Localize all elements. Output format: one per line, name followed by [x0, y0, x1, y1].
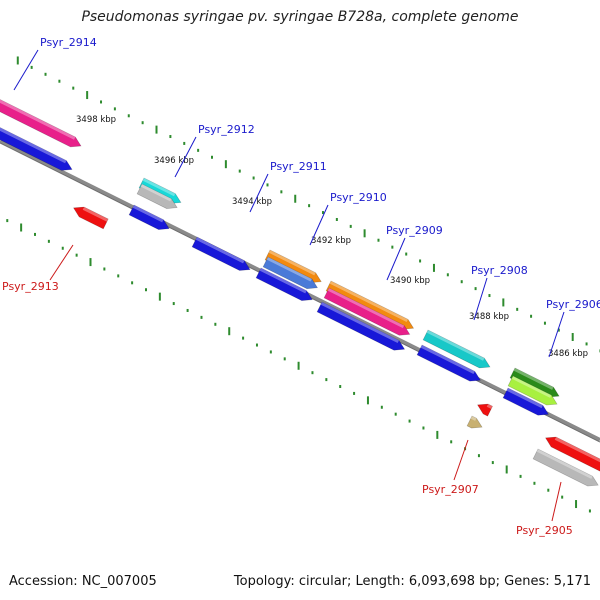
gene-feature [316, 301, 406, 351]
gene-feature [502, 387, 550, 416]
gene-feature [422, 329, 491, 369]
leader-line [551, 481, 562, 522]
gene-feature [532, 448, 599, 487]
gene-feature [545, 436, 600, 475]
gene-feature [466, 415, 483, 429]
gene-feature [136, 183, 178, 209]
kbp-label: 3496 kbp [154, 156, 194, 166]
accession-text: Accession: NC_007005 [9, 574, 157, 589]
gene-label: Psyr_2908 [471, 264, 528, 277]
leader-line [249, 173, 269, 213]
gene-feature [416, 344, 481, 382]
leader-line [473, 277, 488, 321]
kbp-label: 3490 kbp [390, 276, 430, 286]
gene-features [0, 91, 600, 487]
gene-feature [323, 287, 411, 336]
gene-label: Psyr_2913 [2, 280, 59, 293]
gene-feature [477, 403, 493, 417]
gene-feature [191, 236, 251, 271]
kbp-label: 3498 kbp [76, 115, 116, 125]
gene-feature [264, 249, 322, 283]
gene-feature [138, 177, 182, 204]
gene-label: Psyr_2907 [422, 483, 479, 496]
gene-label: Psyr_2912 [198, 123, 255, 136]
kbp-label: 3488 kbp [469, 312, 509, 322]
map-title: Pseudomonas syringae pv. syringae B728a,… [81, 9, 519, 25]
leader-line [13, 49, 39, 91]
gene-feature [509, 367, 560, 398]
leader-line [49, 244, 74, 281]
gene-label: Psyr_2914 [40, 36, 97, 49]
gene-feature [255, 267, 313, 301]
gene-feature [73, 206, 109, 230]
kbp-label: 3494 kbp [232, 197, 272, 207]
kbp-label: 3486 kbp [548, 349, 588, 359]
leader-line [309, 204, 329, 246]
gene-label: Psyr_2906 [546, 298, 600, 311]
kbp-label: 3492 kbp [311, 236, 351, 246]
leader-line [453, 439, 469, 481]
gene-feature [507, 375, 558, 406]
leader-line [386, 237, 406, 281]
gene-feature [128, 204, 170, 230]
gene-feature [262, 256, 318, 290]
gene-label: Psyr_2905 [516, 524, 573, 537]
leader-line [174, 136, 197, 178]
gene-label: Psyr_2909 [386, 224, 443, 237]
labels-layer: 3498 kbp 3496 kbp 3494 kbp 3492 kbp 3490 kbp… [2, 36, 600, 537]
tick-marks [6, 56, 600, 513]
gene-feature [325, 280, 415, 330]
gene-label: Psyr_2911 [270, 160, 327, 173]
leader-line [548, 311, 565, 358]
gene-feature [0, 119, 73, 171]
gene-feature [0, 91, 82, 148]
gene-label: Psyr_2910 [330, 191, 387, 204]
genome-summary-text: Topology: circular; Length: 6,093,698 bp… [233, 574, 591, 589]
